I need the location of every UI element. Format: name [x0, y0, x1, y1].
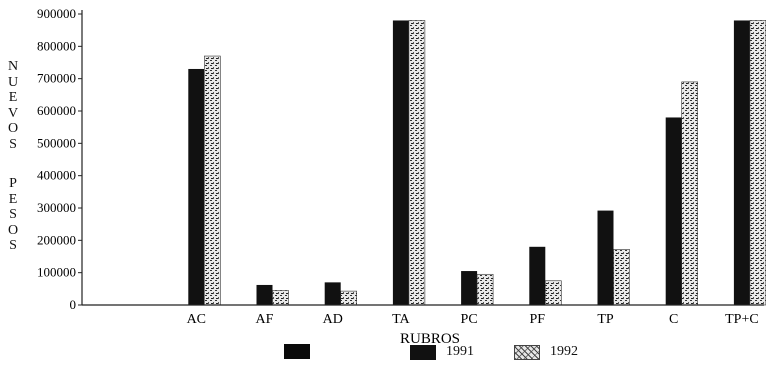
x-tick-label: TP+C [725, 312, 759, 327]
y-tick-label: 0 [70, 297, 77, 312]
y-axis-label-letter: S [9, 136, 17, 152]
y-tick-label: 300000 [37, 200, 76, 215]
legend: 1991 1992 [0, 344, 766, 368]
legend-swatch-1991 [410, 344, 436, 360]
x-tick-label: TP [597, 312, 614, 327]
legend-swatch-1992 [514, 344, 540, 360]
legend-label-1992: 1992 [550, 344, 578, 359]
x-tick-label: PF [530, 312, 546, 327]
bar-1992-TP [613, 249, 630, 306]
y-axis-label-letter: S [9, 238, 17, 253]
x-tick-label: TA [392, 312, 410, 327]
y-tick-label: 500000 [37, 135, 76, 150]
bar-1992-AF [272, 290, 289, 306]
bar-1992-AC [204, 55, 221, 306]
bar-1992-TP+C [749, 20, 766, 306]
x-tick-label: PC [461, 312, 478, 327]
y-axis-label-letter: U [7, 74, 19, 90]
bar-1991-TA [392, 20, 409, 305]
bar-1992-PC [476, 273, 494, 306]
x-tick-label: AF [256, 312, 274, 327]
bar-1991-AD [324, 282, 341, 305]
bar-1991-AC [188, 68, 205, 305]
bar-1991-TP+C [733, 20, 750, 305]
legend-item-series-0 [284, 344, 320, 359]
y-tick-label: 400000 [37, 168, 76, 183]
y-tick-label: 800000 [37, 38, 76, 53]
bar-1991-TP [597, 210, 614, 305]
y-axis-label-letter: E [8, 191, 18, 207]
bar-1991-AF [256, 284, 273, 305]
bar-1992-PF [544, 280, 562, 306]
legend-label-1991: 1991 [446, 344, 474, 359]
y-axis-label-letter: S [9, 207, 17, 222]
y-axis-label-letter: P [9, 176, 17, 191]
bar-1992-TA [408, 20, 426, 306]
y-tick-label: 600000 [37, 103, 76, 118]
y-axis-label-letter: E [8, 90, 18, 105]
y-tick-label: 900000 [37, 6, 76, 21]
bar-1991-PF [529, 246, 546, 305]
bar-1991-PC [461, 271, 478, 305]
y-axis-label-letter: N [7, 59, 19, 74]
y-axis-label-letter: O [7, 121, 19, 136]
legend-item-1992: 1992 [514, 344, 578, 360]
x-tick-label: AD [323, 312, 343, 327]
y-axis-label-letter: O [7, 222, 19, 238]
bar-1991-C [665, 117, 682, 305]
legend-item-1991: 1991 [410, 344, 474, 360]
bar-1992-AD [340, 290, 358, 306]
bar-1992-C [681, 81, 699, 306]
legend-swatch-series-0 [284, 344, 310, 359]
y-axis-label-letter: V [7, 105, 19, 121]
x-axis-label: RUBROS [400, 331, 460, 347]
y-tick-label: 100000 [37, 265, 76, 280]
y-tick-label: 200000 [37, 232, 76, 247]
y-tick-label: 700000 [37, 71, 76, 86]
x-tick-label: C [669, 312, 678, 327]
x-tick-label: AC [187, 312, 206, 327]
